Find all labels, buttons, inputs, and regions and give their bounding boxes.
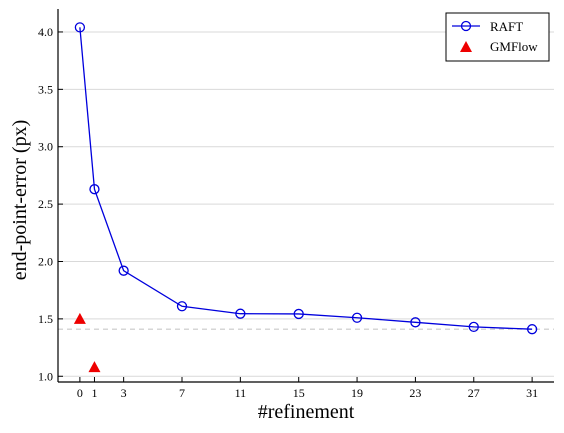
raft-data-point — [410, 317, 421, 328]
raft-data-point — [351, 312, 363, 323]
grid-lines — [58, 31, 554, 377]
raft-series-line — [79, 27, 533, 330]
y-tick-label: 3.5 — [38, 82, 53, 96]
legend: RAFT GMFlow — [445, 12, 550, 62]
raft-data-point — [235, 308, 246, 319]
raft-data-point — [74, 22, 86, 33]
y-tick-label: 4.0 — [38, 25, 53, 39]
legend-raft-label: RAFT — [490, 19, 523, 34]
legend-raft-marker — [460, 20, 472, 32]
raft-data-point — [176, 301, 188, 312]
legend-gmflow-label: GMFlow — [490, 39, 538, 54]
x-tick-label: 3 — [121, 386, 127, 400]
axes — [57, 9, 554, 383]
y-tick-label: 3.0 — [38, 140, 53, 154]
y-tick-label: 1.0 — [38, 369, 53, 383]
x-tick-label: 23 — [409, 386, 421, 400]
y-tick-label: 2.5 — [38, 197, 53, 211]
gmflow-data-point — [88, 361, 101, 373]
raft-data-point — [89, 184, 100, 195]
gmflow-data-point — [73, 312, 86, 324]
series-layer — [73, 22, 538, 373]
x-tick-label: 0 — [77, 386, 83, 400]
raft-data-point — [118, 265, 129, 276]
x-tick-label: 1 — [91, 386, 97, 400]
ticks: 1.0 1.5 2.0 2.5 3.0 3.5 4.0 0 1 3 7 11 15 19 23 27 31 — [38, 25, 538, 400]
x-tick-label: 19 — [351, 386, 363, 400]
raft-data-point — [526, 324, 538, 335]
x-tick-label: 27 — [468, 386, 480, 400]
x-axis-title: #refinement — [258, 401, 355, 423]
x-tick-label: 15 — [293, 386, 305, 400]
y-tick-label: 2.0 — [38, 254, 53, 268]
raft-data-point — [468, 321, 479, 333]
legend-gmflow-marker — [460, 41, 472, 52]
legend-box — [445, 12, 550, 62]
x-tick-label: 11 — [235, 386, 247, 400]
y-axis-title: end-point-error (px) — [9, 120, 31, 281]
raft-data-point — [293, 308, 304, 320]
y-tick-label: 1.5 — [38, 312, 53, 326]
x-tick-label: 7 — [179, 386, 185, 400]
x-tick-label: 31 — [526, 386, 538, 400]
